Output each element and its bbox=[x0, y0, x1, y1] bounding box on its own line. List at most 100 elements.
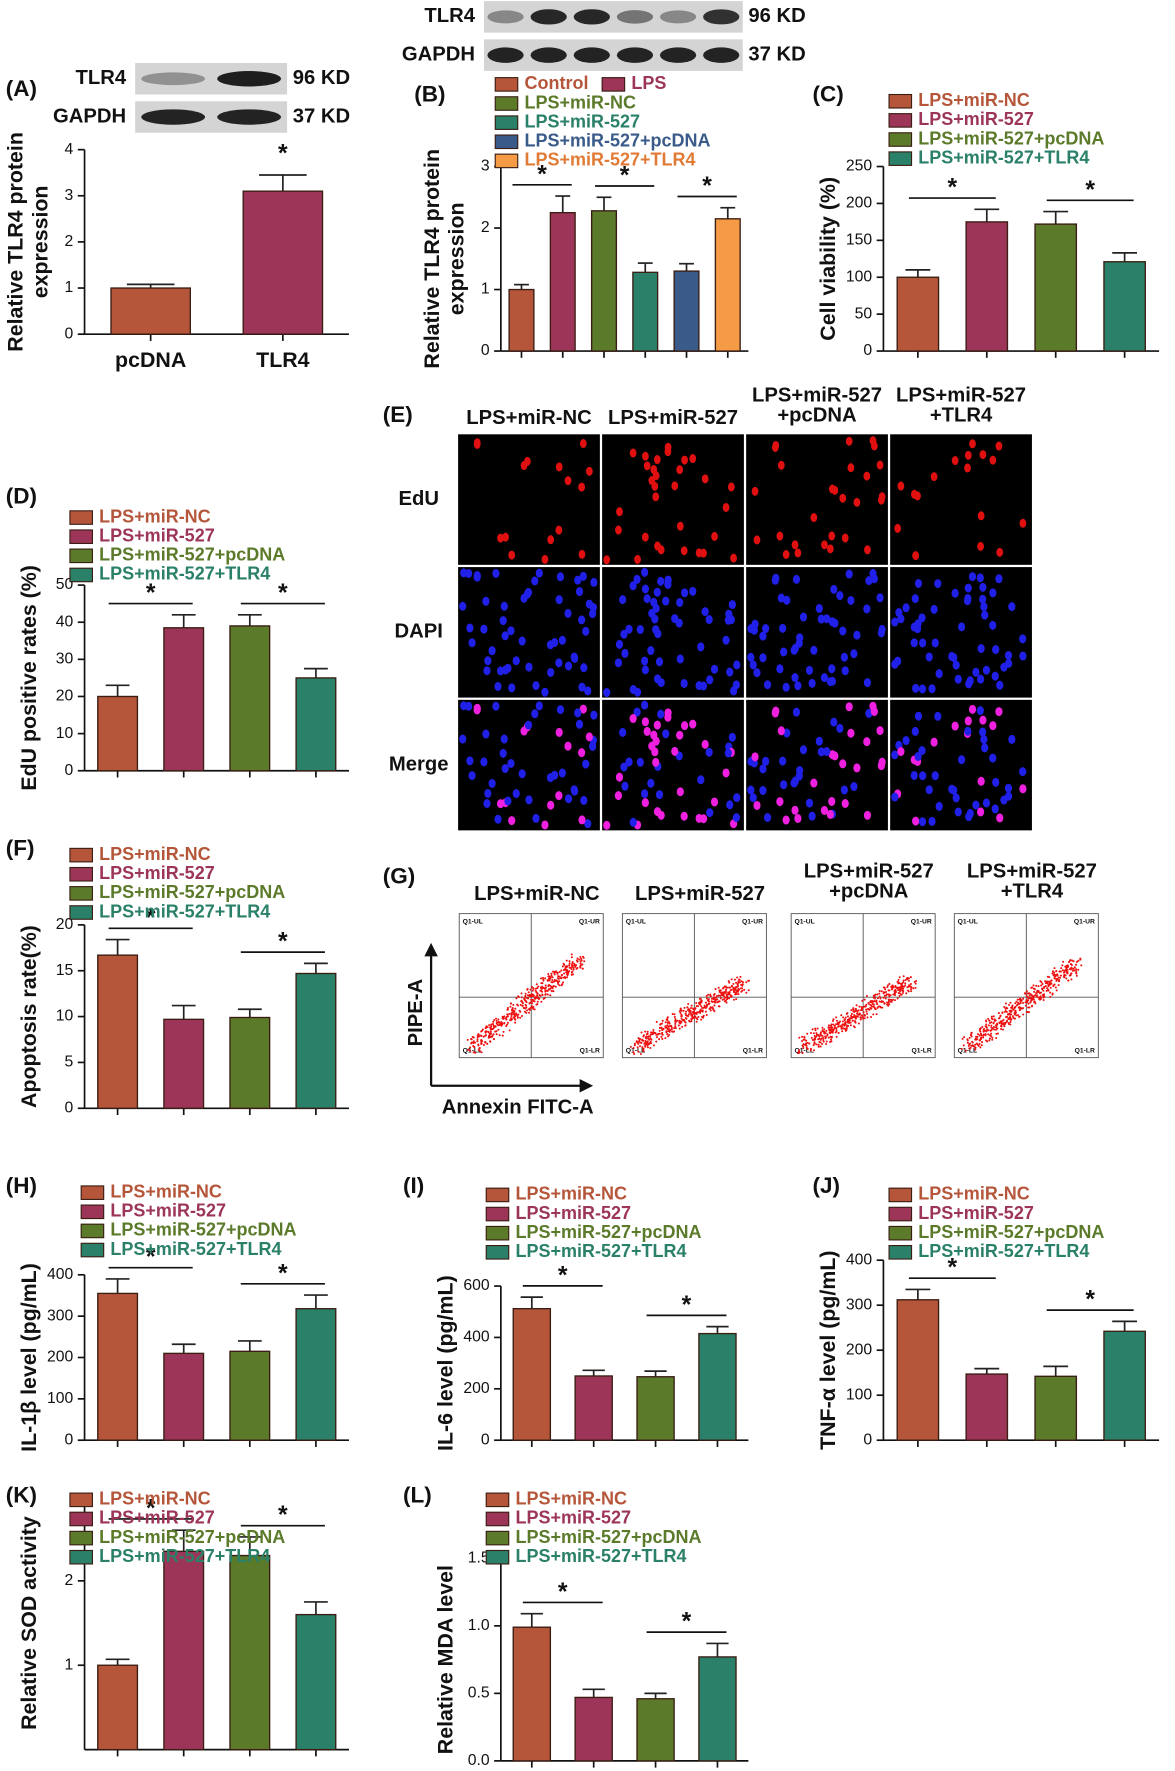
event bbox=[520, 996, 523, 999]
event bbox=[860, 1008, 863, 1011]
event bbox=[1035, 992, 1038, 995]
event bbox=[1014, 1002, 1017, 1005]
nucleus bbox=[810, 645, 818, 655]
nucleus bbox=[518, 636, 526, 646]
nucleus bbox=[492, 701, 500, 711]
event bbox=[566, 974, 569, 977]
event bbox=[984, 1025, 987, 1028]
event bbox=[878, 1000, 881, 1003]
bar bbox=[1103, 261, 1146, 352]
nucleus bbox=[733, 660, 741, 670]
nucleus bbox=[484, 788, 492, 798]
panel-label: (I) bbox=[403, 1173, 424, 1198]
y-tick-label: 100 bbox=[846, 1386, 873, 1403]
y-axis-label: Relative MDA level bbox=[433, 1565, 457, 1754]
event bbox=[836, 1021, 839, 1024]
event bbox=[985, 1026, 988, 1029]
y-tick-label: 400 bbox=[846, 1251, 873, 1268]
nucleus bbox=[726, 667, 734, 677]
event bbox=[519, 1003, 522, 1006]
event bbox=[696, 1018, 699, 1021]
y-axis-label: Apoptosis rate(%) bbox=[17, 925, 41, 1108]
event bbox=[1031, 995, 1034, 998]
event bbox=[1070, 964, 1073, 967]
micrograph bbox=[458, 699, 600, 831]
event bbox=[709, 1009, 712, 1012]
nucleus bbox=[681, 455, 688, 465]
event bbox=[469, 1049, 472, 1052]
nucleus bbox=[751, 752, 759, 762]
event bbox=[975, 1035, 978, 1038]
nucleus bbox=[653, 720, 661, 730]
event bbox=[981, 1026, 984, 1029]
event bbox=[649, 1033, 652, 1036]
event bbox=[719, 991, 722, 994]
nucleus bbox=[732, 680, 740, 690]
legend-swatch bbox=[485, 1511, 510, 1527]
nucleus bbox=[730, 553, 737, 563]
event bbox=[735, 981, 738, 984]
event bbox=[980, 1037, 983, 1040]
event bbox=[1022, 997, 1025, 1000]
column-header: +TLR4 bbox=[1001, 881, 1064, 903]
event bbox=[559, 977, 562, 980]
micrograph bbox=[458, 567, 600, 698]
event bbox=[827, 1026, 830, 1029]
legend-label: LPS+miR-527+TLR4 bbox=[99, 564, 270, 584]
event bbox=[474, 1041, 477, 1044]
event bbox=[692, 1008, 695, 1011]
event bbox=[962, 1044, 965, 1047]
event bbox=[843, 1024, 846, 1027]
nucleus bbox=[847, 463, 855, 473]
nucleus bbox=[821, 540, 828, 550]
event bbox=[546, 979, 549, 982]
blot-band bbox=[659, 47, 697, 63]
y-tick-label: 5 bbox=[65, 1054, 74, 1071]
nucleus bbox=[796, 766, 804, 776]
x-tick-label: TLR4 bbox=[256, 348, 310, 372]
nucleus bbox=[981, 610, 989, 620]
panel-label: (F) bbox=[6, 835, 35, 860]
event bbox=[853, 1010, 856, 1013]
event bbox=[557, 981, 560, 984]
nucleus bbox=[1000, 662, 1008, 672]
nucleus bbox=[507, 626, 515, 636]
event bbox=[1056, 974, 1059, 977]
event bbox=[1032, 987, 1035, 990]
event bbox=[815, 1032, 818, 1035]
event bbox=[528, 993, 531, 996]
panel-label: (B) bbox=[414, 82, 445, 107]
nucleus bbox=[992, 777, 1000, 787]
nucleus bbox=[629, 448, 637, 458]
event bbox=[843, 1019, 846, 1022]
nucleus bbox=[575, 719, 584, 729]
event bbox=[1070, 978, 1073, 981]
event bbox=[907, 989, 910, 992]
event bbox=[508, 1012, 511, 1016]
event bbox=[1000, 1021, 1003, 1025]
nucleus bbox=[480, 624, 488, 634]
event bbox=[510, 1013, 513, 1016]
event bbox=[1018, 998, 1021, 1001]
nucleus bbox=[634, 554, 641, 564]
event bbox=[1026, 996, 1029, 999]
legend-swatch bbox=[888, 113, 913, 128]
event bbox=[480, 1051, 483, 1054]
nucleus bbox=[492, 568, 500, 578]
nucleus bbox=[603, 688, 611, 698]
event bbox=[721, 994, 724, 997]
event bbox=[567, 971, 570, 974]
event bbox=[644, 1037, 647, 1040]
nucleus bbox=[934, 579, 942, 589]
event bbox=[492, 1020, 495, 1023]
event bbox=[714, 998, 717, 1001]
event bbox=[813, 1039, 816, 1042]
event bbox=[866, 1012, 869, 1015]
nucleus bbox=[870, 574, 878, 584]
bar bbox=[163, 1352, 205, 1441]
event bbox=[879, 1006, 882, 1009]
event bbox=[711, 997, 714, 1000]
event bbox=[524, 1007, 527, 1010]
event bbox=[488, 1024, 491, 1027]
event bbox=[1060, 967, 1063, 970]
